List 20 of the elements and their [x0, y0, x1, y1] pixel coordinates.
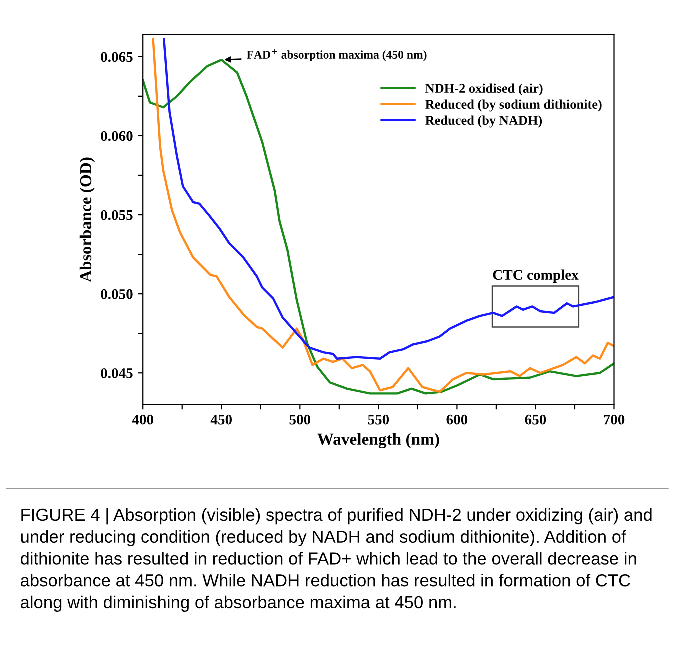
y-tick-label: 0.065: [101, 52, 133, 62]
legend-label: Reduced (by NADH): [426, 116, 542, 128]
y-tick-label: 0.050: [101, 289, 133, 300]
annotation: FAD$^{+}$ absorption maxima (450 nm): [246, 49, 427, 62]
x-tick-label: 400: [132, 414, 154, 425]
x-tick-label: 450: [210, 414, 232, 425]
x-tick-label: 500: [290, 414, 311, 425]
y-tick-label: 0.060: [101, 131, 133, 142]
x-tick-label: 550: [368, 414, 390, 425]
legend-label: NDH-2 oxidised (air): [426, 84, 543, 96]
x-tick-label: 600: [446, 414, 468, 425]
y-axis-title: Absorbance (OD): [80, 158, 96, 282]
legend-label: Reduced (by sodium dithionite): [426, 100, 602, 112]
y-tick-label: 0.055: [101, 210, 133, 220]
y-tick-label: 0.045: [101, 368, 133, 378]
x-axis-title: Wavelength (nm): [318, 433, 440, 448]
caption: FIGURE 4 | Absorption (visible) spectra of purified NDH-2 under oxidizing (air) and under reducing condition (reduced by NADH and sodium dithionite). Addition of dithionite has resulted in reduction of FAD+ which lead to the overall decrease in absorbance at 450 nm. While NADH reduction has resulted in formation of CTC along with diminishing of absorbance maxima at 450 nm.: [20, 508, 652, 612]
x-tick-label: 650: [525, 414, 546, 425]
annotation: CTC complex: [493, 270, 579, 284]
x-tick-label: 700: [604, 414, 625, 425]
